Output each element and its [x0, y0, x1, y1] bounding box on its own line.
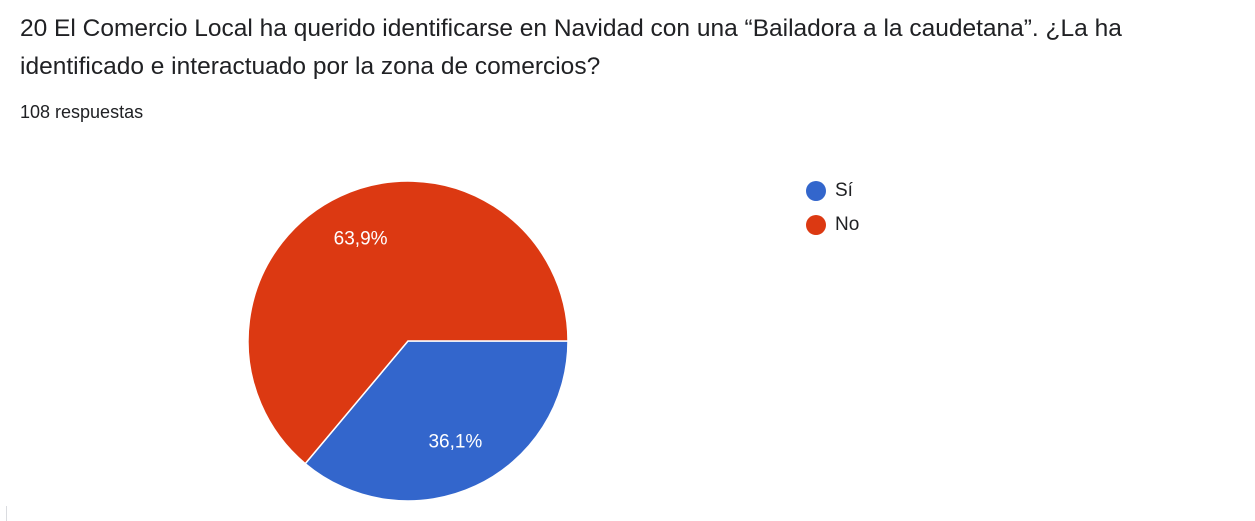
pie-data-label: 63,9% [334, 229, 388, 250]
legend-swatch [806, 181, 826, 201]
response-count: 108 respuestas [20, 102, 144, 122]
pie-data-labels: 36,1% 63,9% [334, 229, 483, 453]
card-edge-divider [6, 506, 7, 521]
pie-slice-si[interactable] [304, 340, 569, 502]
legend-swatch [806, 215, 826, 235]
legend-label[interactable]: Sí [835, 180, 854, 201]
pie-data-label: 36,1% [428, 432, 482, 453]
pie-slice-no[interactable] [247, 180, 569, 465]
chart-legend: Sí No [806, 180, 859, 235]
pie-slices [247, 180, 569, 502]
question-title: 20 El Comercio Local ha querido identifi… [20, 15, 1122, 80]
legend-label[interactable]: No [835, 214, 859, 235]
